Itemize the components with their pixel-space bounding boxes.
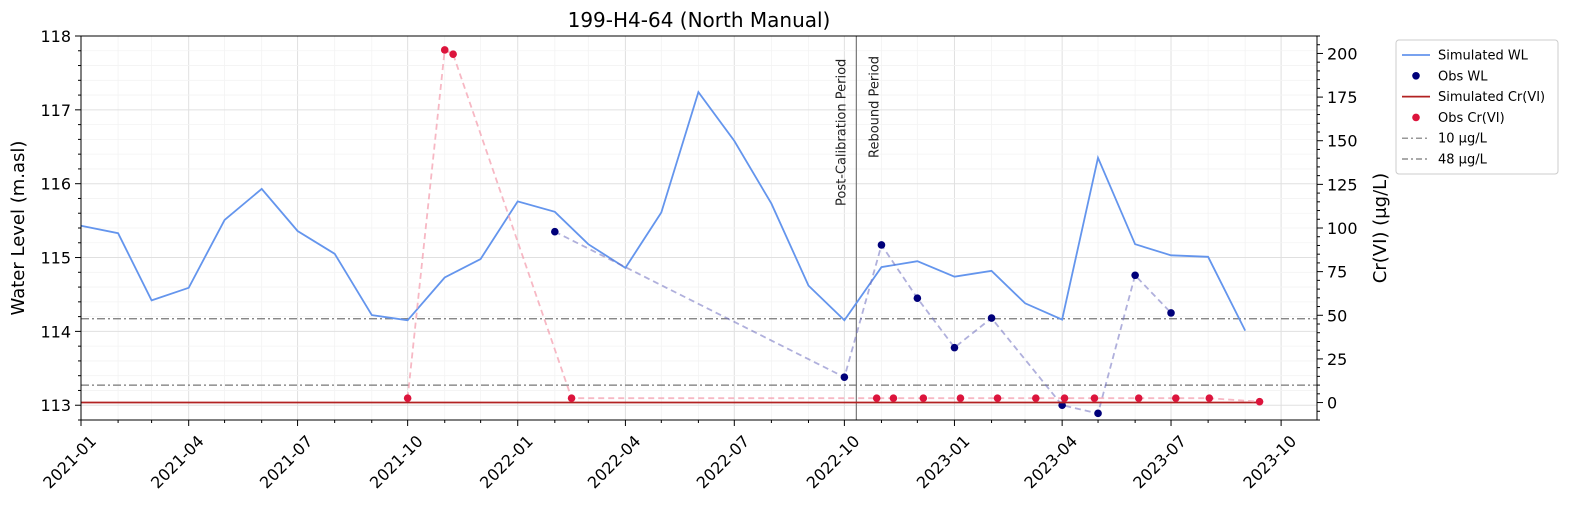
series-line [80,90,1247,332]
y2-tick-label: 75 [1327,263,1347,282]
y-tick-label: 117 [40,101,71,120]
y-axis-title: Water Level (m.asl) [8,141,29,316]
y-tick-label: 118 [40,27,71,46]
legend-label: 10 μg/L [1438,132,1488,147]
series-layer [80,46,1264,418]
data-point [889,394,898,402]
data-point [840,373,849,381]
data-point [1032,394,1040,402]
chart-title: 199-H4-64 (North Manual) [568,8,831,32]
data-point [1090,394,1099,402]
x-tick-label: 2022-01 [476,432,537,493]
y2-axis-title: Cr(VI) (μg/L) [1370,173,1391,283]
x-tick-label: 2022-04 [584,432,645,493]
legend: Simulated WL Obs WL Simulated Cr(VI) Obs Cr… [1395,39,1559,175]
annotation-rebound: Rebound Period [867,56,882,158]
data-point [1134,394,1143,402]
data-point [567,394,576,402]
x-tick-label: 2021-07 [256,432,317,493]
series-obs-cr-vi- [403,46,1264,406]
y2-tick-label: 50 [1327,306,1347,325]
x-tick-label: 2022-07 [693,432,754,493]
y2-tick-label: 125 [1327,175,1358,194]
legend-label: Obs WL [1438,69,1488,84]
legend-swatch [1412,72,1420,80]
data-point [1094,409,1102,418]
data-point [1205,394,1214,402]
y2-tick-label: 0 [1327,394,1337,413]
x-tick-label: 2023-10 [1239,432,1300,493]
data-point [403,394,412,402]
data-point [919,394,928,402]
y-tick-label: 114 [40,322,71,341]
x-tick-label: 2022-10 [803,432,864,493]
legend-item: 10 μg/L [1402,132,1488,147]
y-tick-label: 113 [40,396,71,415]
data-point [449,50,457,58]
data-point [440,46,449,54]
data-point [551,227,559,236]
legend-label: Simulated Cr(VI) [1438,90,1545,105]
x-tick-label: 2023-07 [1129,432,1190,493]
legend-item: Simulated Cr(VI) [1402,90,1545,105]
x-tick-label: 2021-04 [147,432,208,493]
legend-label: Simulated WL [1438,49,1529,64]
legend-label: 48 μg/L [1438,153,1488,168]
legend-item: Simulated WL [1402,49,1529,64]
data-point [987,314,996,322]
x-tick-label: 2023-01 [913,432,974,493]
x-tick-label: 2021-01 [39,432,100,493]
y2-tick-label: 150 [1327,132,1358,151]
series-obs-wl [551,227,1175,418]
data-point [993,394,1002,402]
series-simulated-wl [80,90,1247,332]
series-dashed-connector [554,230,1172,415]
legend-swatch [1412,113,1420,122]
legend-item: Obs Cr(VI) [1412,111,1505,126]
data-point [872,394,881,402]
x-tick-label: 2023-04 [1020,432,1081,493]
y-tick-label: 115 [40,249,71,268]
legend-item: 48 μg/L [1402,153,1488,168]
legend-box [1395,39,1559,175]
legend-label: Obs Cr(VI) [1438,111,1505,126]
data-point [1167,309,1175,317]
data-point [950,343,959,352]
y-tick-label: 116 [40,175,71,194]
data-point [956,394,965,402]
data-point [1131,271,1139,280]
y2-tick-label: 100 [1327,219,1358,238]
data-point [1060,394,1069,402]
y2-tick-label: 25 [1327,350,1347,369]
reference-lines [81,36,1317,420]
y2-tick-label: 200 [1327,44,1358,63]
data-point [877,241,886,249]
legend-item: Obs WL [1412,69,1488,84]
series-dashed-connector [406,48,1260,403]
data-point [1172,394,1180,402]
data-point [1255,397,1264,406]
annotations: Post-Calibration Period Rebound Period [834,56,882,206]
annotation-post-calibration: Post-Calibration Period [834,59,849,206]
x-tick-label: 2021-10 [366,432,427,493]
data-point [913,294,922,302]
y2-tick-label: 175 [1327,88,1358,107]
